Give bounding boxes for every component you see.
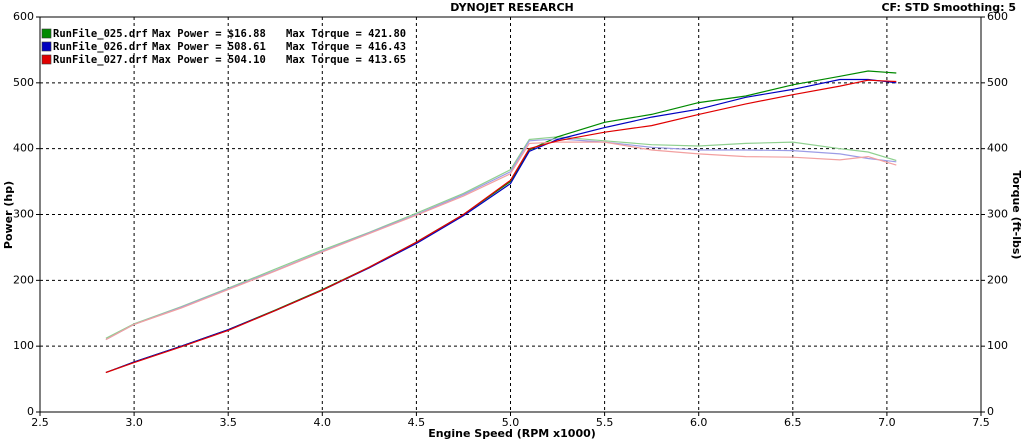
legend-power: Max Power = 504.10 [152, 54, 266, 66]
y-tick-label: 600 [13, 10, 34, 23]
legend-torque: Max Torque = 413.65 [286, 54, 406, 66]
y2-tick-label: 300 [987, 208, 1008, 221]
legend-torque: Max Torque = 416.43 [286, 41, 406, 53]
legend-swatch [41, 41, 52, 52]
y-axis-label: Power (hp) [2, 181, 15, 249]
y-tick-label: 400 [13, 142, 34, 155]
legend-swatch [41, 54, 52, 65]
legend-name: RunFile_027.drf [53, 54, 148, 66]
torque-line [105, 141, 897, 341]
y-tick-label: 0 [27, 405, 34, 418]
x-tick-label: 6.5 [784, 416, 802, 429]
y2-tick-label: 0 [987, 405, 994, 418]
y-tick-label: 500 [13, 76, 34, 89]
x-tick-label: 6.0 [690, 416, 708, 429]
y-tick-label: 200 [13, 273, 34, 286]
y2-tick-label: 100 [987, 339, 1008, 352]
power-line [105, 79, 897, 374]
y2-axis-label: Torque (ft-lbs) [1010, 171, 1023, 260]
x-tick-label: 7.5 [972, 416, 990, 429]
legend-name: RunFile_026.drf [53, 41, 148, 53]
settings-text: CF: STD Smoothing: 5 [881, 1, 1016, 14]
y2-tick-label: 200 [987, 273, 1008, 286]
legend-power: Max Power = $16.88 [152, 28, 266, 40]
torque-line [105, 136, 897, 339]
chart-title: DYNOJET RESEARCH [450, 1, 573, 14]
x-tick-label: 4.5 [408, 416, 426, 429]
x-axis-label: Engine Speed (RPM x1000) [428, 427, 596, 440]
legend-swatch [41, 28, 52, 39]
plot-border [39, 16, 982, 413]
legend-power: Max Power = 508.61 [152, 41, 266, 53]
y2-tick-label: 500 [987, 76, 1008, 89]
x-tick-label: 3.0 [125, 416, 143, 429]
legend-torque: Max Torque = 421.80 [286, 28, 406, 40]
y-tick-label: 300 [13, 208, 34, 221]
y2-tick-label: 600 [987, 10, 1008, 23]
x-tick-label: 4.0 [314, 416, 332, 429]
legend-name: RunFile_025.drf [53, 28, 148, 40]
x-tick-label: 5.5 [596, 416, 614, 429]
x-tick-label: 2.5 [31, 416, 49, 429]
y-tick-label: 100 [13, 339, 34, 352]
y2-tick-label: 400 [987, 142, 1008, 155]
torque-line [105, 138, 897, 341]
x-tick-label: 3.5 [219, 416, 237, 429]
x-tick-label: 7.0 [878, 416, 896, 429]
x-tick-label: 5.0 [502, 416, 520, 429]
